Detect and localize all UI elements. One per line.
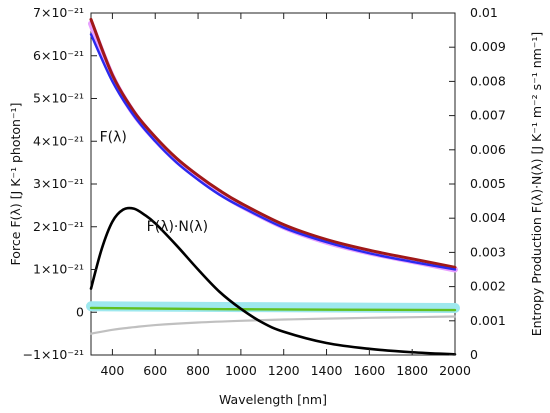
y-right-tick-label: 0 (470, 347, 478, 362)
series-layer (86, 17, 460, 356)
y-right-tick-label: 0.003 (470, 244, 506, 259)
y-right-tick-label: 0.006 (470, 142, 506, 157)
x-tick-label: 1600 (353, 363, 385, 378)
y-right-axis-title: Entropy Production F(λ)·N(λ) [J K⁻¹ m⁻² … (529, 32, 544, 337)
y-left-tick-label: −1×10⁻²¹ (23, 347, 84, 362)
y-right-tick-label: 0.01 (470, 5, 498, 20)
y-left-tick-label: 6×10⁻²¹ (33, 48, 84, 63)
annotation-label: F(λ)·N(λ) (147, 219, 208, 235)
series-line-1 (89, 17, 457, 269)
y-left-tick-label: 3×10⁻²¹ (33, 176, 84, 191)
y-right-tick-label: 0.008 (470, 73, 506, 88)
y-left-tick-label: 1×10⁻²¹ (33, 262, 84, 277)
y-right-tick-label: 0.001 (470, 313, 506, 328)
series-line-2 (89, 33, 457, 271)
ticks-layer: 400 600 800 1000 1200 1400 1600 1800 2000 −1×10⁻²… (23, 5, 506, 378)
x-tick-label: 400 (100, 363, 124, 378)
y-left-axis-title: Force F(λ) [J K⁻¹ photon⁻¹] (8, 103, 23, 266)
series-line-6 (89, 206, 457, 356)
labels-layer: F(λ) F(λ)·N(λ) (100, 129, 209, 235)
x-tick-label: 1800 (396, 363, 428, 378)
y-left-tick-label: 5×10⁻²¹ (33, 91, 84, 106)
x-tick-label: 800 (186, 363, 210, 378)
y-left-tick-label: 7×10⁻²¹ (33, 5, 84, 20)
y-left-tick-label: 4×10⁻²¹ (33, 133, 84, 148)
y-right-tick-label: 0.009 (470, 39, 506, 54)
x-tick-label: 2000 (439, 363, 471, 378)
series-line-5 (89, 315, 457, 335)
x-tick-label: 1200 (268, 363, 300, 378)
y-right-tick-label: 0.005 (470, 176, 506, 191)
series-line-3 (86, 301, 460, 313)
x-tick-label: 600 (143, 363, 167, 378)
series-line-0 (88, 20, 458, 273)
x-tick-label: 1400 (311, 363, 343, 378)
y-left-tick-label: 2×10⁻²¹ (33, 219, 84, 234)
y-left-tick-label: 0 (76, 304, 84, 319)
y-right-tick-label: 0.002 (470, 279, 506, 294)
y-right-tick-label: 0.007 (470, 108, 506, 123)
annotation-label: F(λ) (100, 129, 127, 145)
y-right-tick-label: 0.004 (470, 210, 506, 225)
x-tick-label: 1000 (225, 363, 257, 378)
x-axis-title: Wavelength [nm] (219, 392, 327, 407)
